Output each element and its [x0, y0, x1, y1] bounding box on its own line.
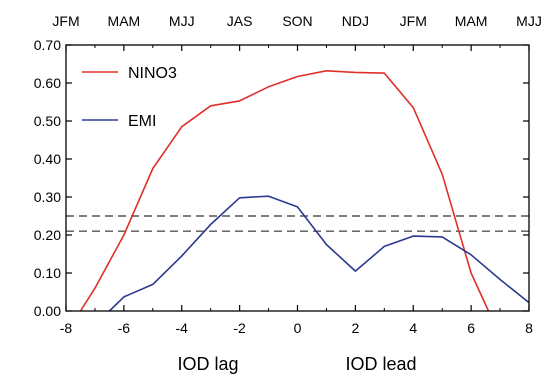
tick-marks — [65, 44, 530, 312]
legend: NINO3 EMI — [82, 65, 177, 130]
x-tick-label: -4 — [176, 320, 189, 336]
x-tick-label: 2 — [351, 320, 359, 336]
x-tick-label: -6 — [118, 320, 131, 336]
plot-frame — [65, 44, 530, 312]
series-line-emi — [108, 195, 530, 312]
x-axis-title-lead: IOD lead — [345, 354, 416, 374]
x-axis-title-lag: IOD lag — [177, 354, 238, 374]
y-tick-label: 0.50 — [34, 113, 61, 129]
x-tick-label: -2 — [233, 320, 246, 336]
series-line-nino3 — [79, 70, 490, 312]
top-axis-label: MAM — [455, 13, 488, 29]
top-axis-label: NDJ — [342, 13, 369, 29]
legend-label-nino3: NINO3 — [128, 65, 177, 82]
series-group — [79, 70, 530, 312]
legend-label-emi: EMI — [128, 113, 156, 130]
top-axis-label: MJJ — [516, 13, 542, 29]
x-tick-label: 4 — [409, 320, 417, 336]
x-tick-label: 0 — [294, 320, 302, 336]
top-axis-label: SON — [282, 13, 312, 29]
top-axis-label: JFM — [400, 13, 427, 29]
top-axis-label: MJJ — [169, 13, 195, 29]
y-tick-label: 0.00 — [34, 303, 61, 319]
y-tick-label: 0.40 — [34, 151, 61, 167]
tick-labels: -8 JFM -6 MAM -4 MJJ -2 JAS 0 SON 2 NDJ 4 JFM 6 MAM 8 MJJ… — [34, 13, 542, 336]
y-tick-label: 0.70 — [34, 37, 61, 53]
reference-lines — [66, 215, 529, 232]
top-axis-label: JAS — [227, 13, 253, 29]
y-tick-label: 0.20 — [34, 227, 61, 243]
y-tick-label: 0.30 — [34, 189, 61, 205]
x-tick-label: -8 — [60, 320, 73, 336]
x-tick-label: 6 — [467, 320, 475, 336]
top-axis-label: JFM — [52, 13, 79, 29]
top-axis-label: MAM — [108, 13, 141, 29]
x-tick-label: 8 — [525, 320, 533, 336]
y-tick-label: 0.10 — [34, 265, 61, 281]
y-tick-label: 0.60 — [34, 75, 61, 91]
